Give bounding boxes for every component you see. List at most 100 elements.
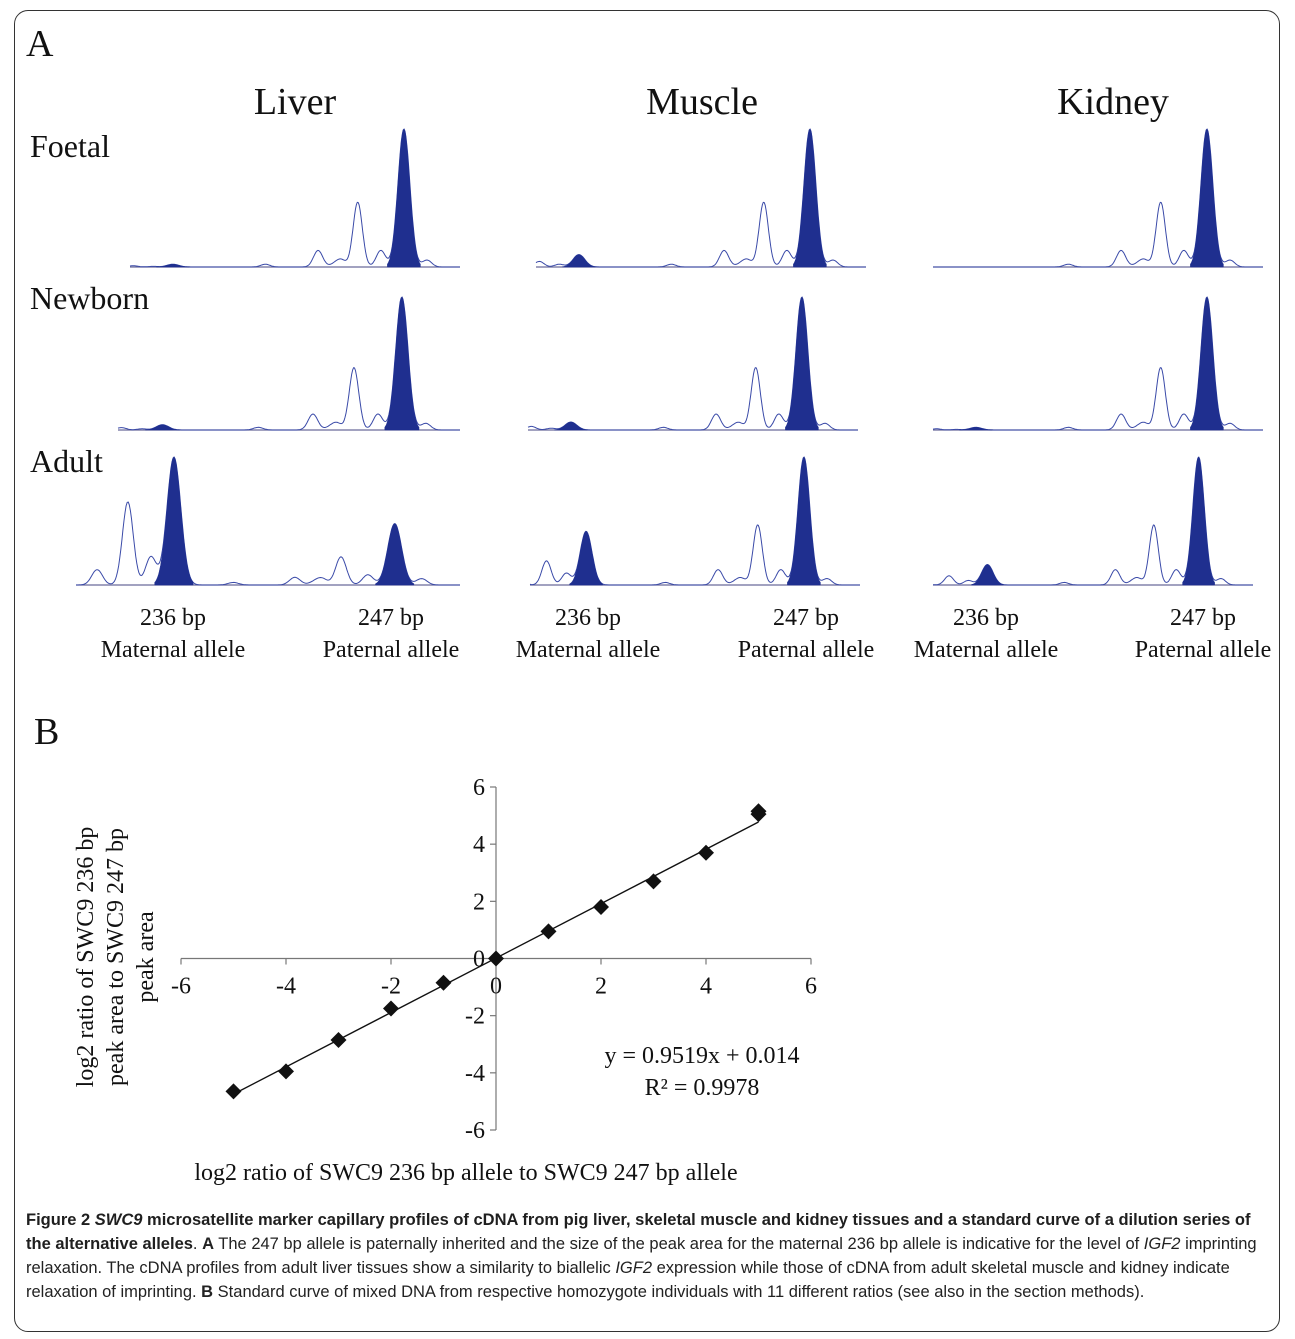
x-tick-label: 4 <box>700 974 712 1000</box>
y-tick-label: 2 <box>473 889 485 915</box>
data-point <box>645 873 662 890</box>
caption-title-end: . <box>192 1235 203 1253</box>
caption-marker-name: SWC9 <box>94 1211 143 1229</box>
allele-name: Maternal allele <box>913 637 1059 663</box>
data-point <box>488 950 504 967</box>
liver-maternal-allele-label: 236 bp Maternal allele <box>78 602 268 666</box>
chart-points <box>225 803 767 1100</box>
profile-newborn-liver <box>117 296 460 431</box>
maternal-allele-peak <box>562 254 596 268</box>
maternal-allele-peak <box>569 530 603 586</box>
allele-size: 247 bp <box>358 605 424 631</box>
muscle-maternal-allele-label: 236 bp Maternal allele <box>493 602 683 666</box>
caption-a-text-2: imprinting relaxation. The cDNA profiles… <box>26 1235 1257 1277</box>
allele-size: 236 bp <box>555 605 621 631</box>
allele-name: Paternal allele <box>737 637 875 663</box>
caption-a-text-1: The 247 bp allele is paternally inherite… <box>214 1235 1144 1253</box>
allele-size: 236 bp <box>953 605 1019 631</box>
profile-newborn-kidney <box>932 296 1263 431</box>
figure-frame <box>14 10 1280 1332</box>
profile-foetal-muscle <box>535 128 866 268</box>
paternal-allele-peak <box>1190 128 1224 268</box>
profile-adult-liver <box>76 456 460 586</box>
data-point <box>435 974 452 991</box>
y-tick-label: -6 <box>465 1118 485 1144</box>
kidney-maternal-allele-label: 236 bp Maternal allele <box>891 602 1081 666</box>
paternal-allele-peak <box>375 523 415 586</box>
allele-name: Paternal allele <box>1134 637 1272 663</box>
r-squared: R² = 0.9978 <box>645 1075 760 1101</box>
data-point <box>540 923 557 940</box>
maternal-allele-peak <box>145 424 180 431</box>
paternal-allele-peak <box>785 296 819 431</box>
allele-name: Maternal allele <box>100 637 246 663</box>
paternal-allele-peak <box>1182 456 1215 586</box>
y-tick-label: -4 <box>465 1061 485 1087</box>
tissue-title-kidney: Kidney <box>1057 81 1169 123</box>
panel-a-letter: A <box>26 23 54 65</box>
allele-size: 236 bp <box>140 605 206 631</box>
tissue-title-muscle: Muscle <box>646 81 758 123</box>
x-tick-label: 2 <box>595 974 607 1000</box>
trend-equation: y = 0.9519x + 0.014 <box>604 1043 799 1069</box>
maternal-allele-peak <box>154 456 194 586</box>
y-tick-label: 6 <box>473 775 485 801</box>
profile-foetal-kidney <box>933 128 1263 268</box>
y-axis-label-line-2: peak area to SWC9 247 bp <box>103 828 129 1086</box>
paternal-allele-peak <box>787 456 821 586</box>
profile-foetal-liver <box>129 128 460 268</box>
allele-name: Paternal allele <box>322 637 460 663</box>
caption-b-label: B <box>201 1283 214 1301</box>
x-tick-label: -6 <box>171 974 191 1000</box>
muscle-paternal-allele-label: 247 bp Paternal allele <box>711 602 901 666</box>
allele-size: 247 bp <box>1170 605 1236 631</box>
caption-a-label: A <box>202 1235 215 1253</box>
profile-newborn-muscle <box>527 296 858 431</box>
maternal-allele-peak <box>971 564 1004 586</box>
caption-igf2: IGF2 <box>1143 1235 1181 1253</box>
maternal-allele-peak <box>554 421 588 431</box>
kidney-paternal-allele-label: 247 bp Paternal allele <box>1108 602 1295 666</box>
caption-b-text: Standard curve of mixed DNA from respect… <box>213 1283 1145 1301</box>
profile-adult-kidney <box>932 456 1253 586</box>
x-tick-label: 6 <box>805 974 817 1000</box>
caption-a-text-3: expression while those of cDNA from adul… <box>26 1259 1230 1301</box>
paternal-allele-peak <box>384 296 420 431</box>
allele-name: Maternal allele <box>515 637 661 663</box>
y-tick-label: -2 <box>465 1004 485 1030</box>
data-point <box>750 803 767 820</box>
data-point <box>225 1083 242 1100</box>
x-axis-label: log2 ratio of SWC9 236 bp allele to SWC9… <box>194 1160 737 1186</box>
y-axis-label-line-1: log2 ratio of SWC9 236 bp <box>73 827 99 1088</box>
caption-title: Figure 2 SWC9 microsatellite marker capi… <box>26 1211 1250 1253</box>
data-point <box>593 899 609 916</box>
allele-size: 247 bp <box>773 605 839 631</box>
paternal-allele-peak <box>1190 296 1224 431</box>
data-point <box>698 844 714 861</box>
maternal-allele-peak <box>959 427 993 431</box>
caption-figure-label: Figure 2 <box>26 1211 91 1229</box>
figure-caption: Figure 2 SWC9 microsatellite marker capi… <box>26 1208 1268 1304</box>
paternal-allele-peak <box>793 128 827 268</box>
maternal-allele-peak <box>156 263 190 268</box>
data-point <box>278 1063 294 1080</box>
x-tick-label: 0 <box>490 974 502 1000</box>
panel-b-letter: B <box>34 711 60 753</box>
profile-adult-muscle <box>529 456 860 586</box>
y-axis-label-line-3: peak area <box>133 911 159 1003</box>
paternal-allele-peak <box>387 128 421 268</box>
liver-paternal-allele-label: 247 bp Paternal allele <box>296 602 486 666</box>
y-tick-label: 4 <box>473 832 485 858</box>
tissue-title-liver: Liver <box>253 81 337 123</box>
caption-igf2: IGF2 <box>615 1259 653 1277</box>
data-point <box>383 1000 399 1017</box>
stage-label-adult: Adult <box>30 443 103 479</box>
caption-title-rest: microsatellite marker capillary profiles… <box>26 1211 1251 1253</box>
data-point <box>330 1031 347 1048</box>
stage-label-foetal: Foetal <box>30 128 110 164</box>
x-tick-label: -4 <box>276 974 296 1000</box>
stage-label-newborn: Newborn <box>30 280 150 316</box>
x-tick-label: -2 <box>381 974 401 1000</box>
